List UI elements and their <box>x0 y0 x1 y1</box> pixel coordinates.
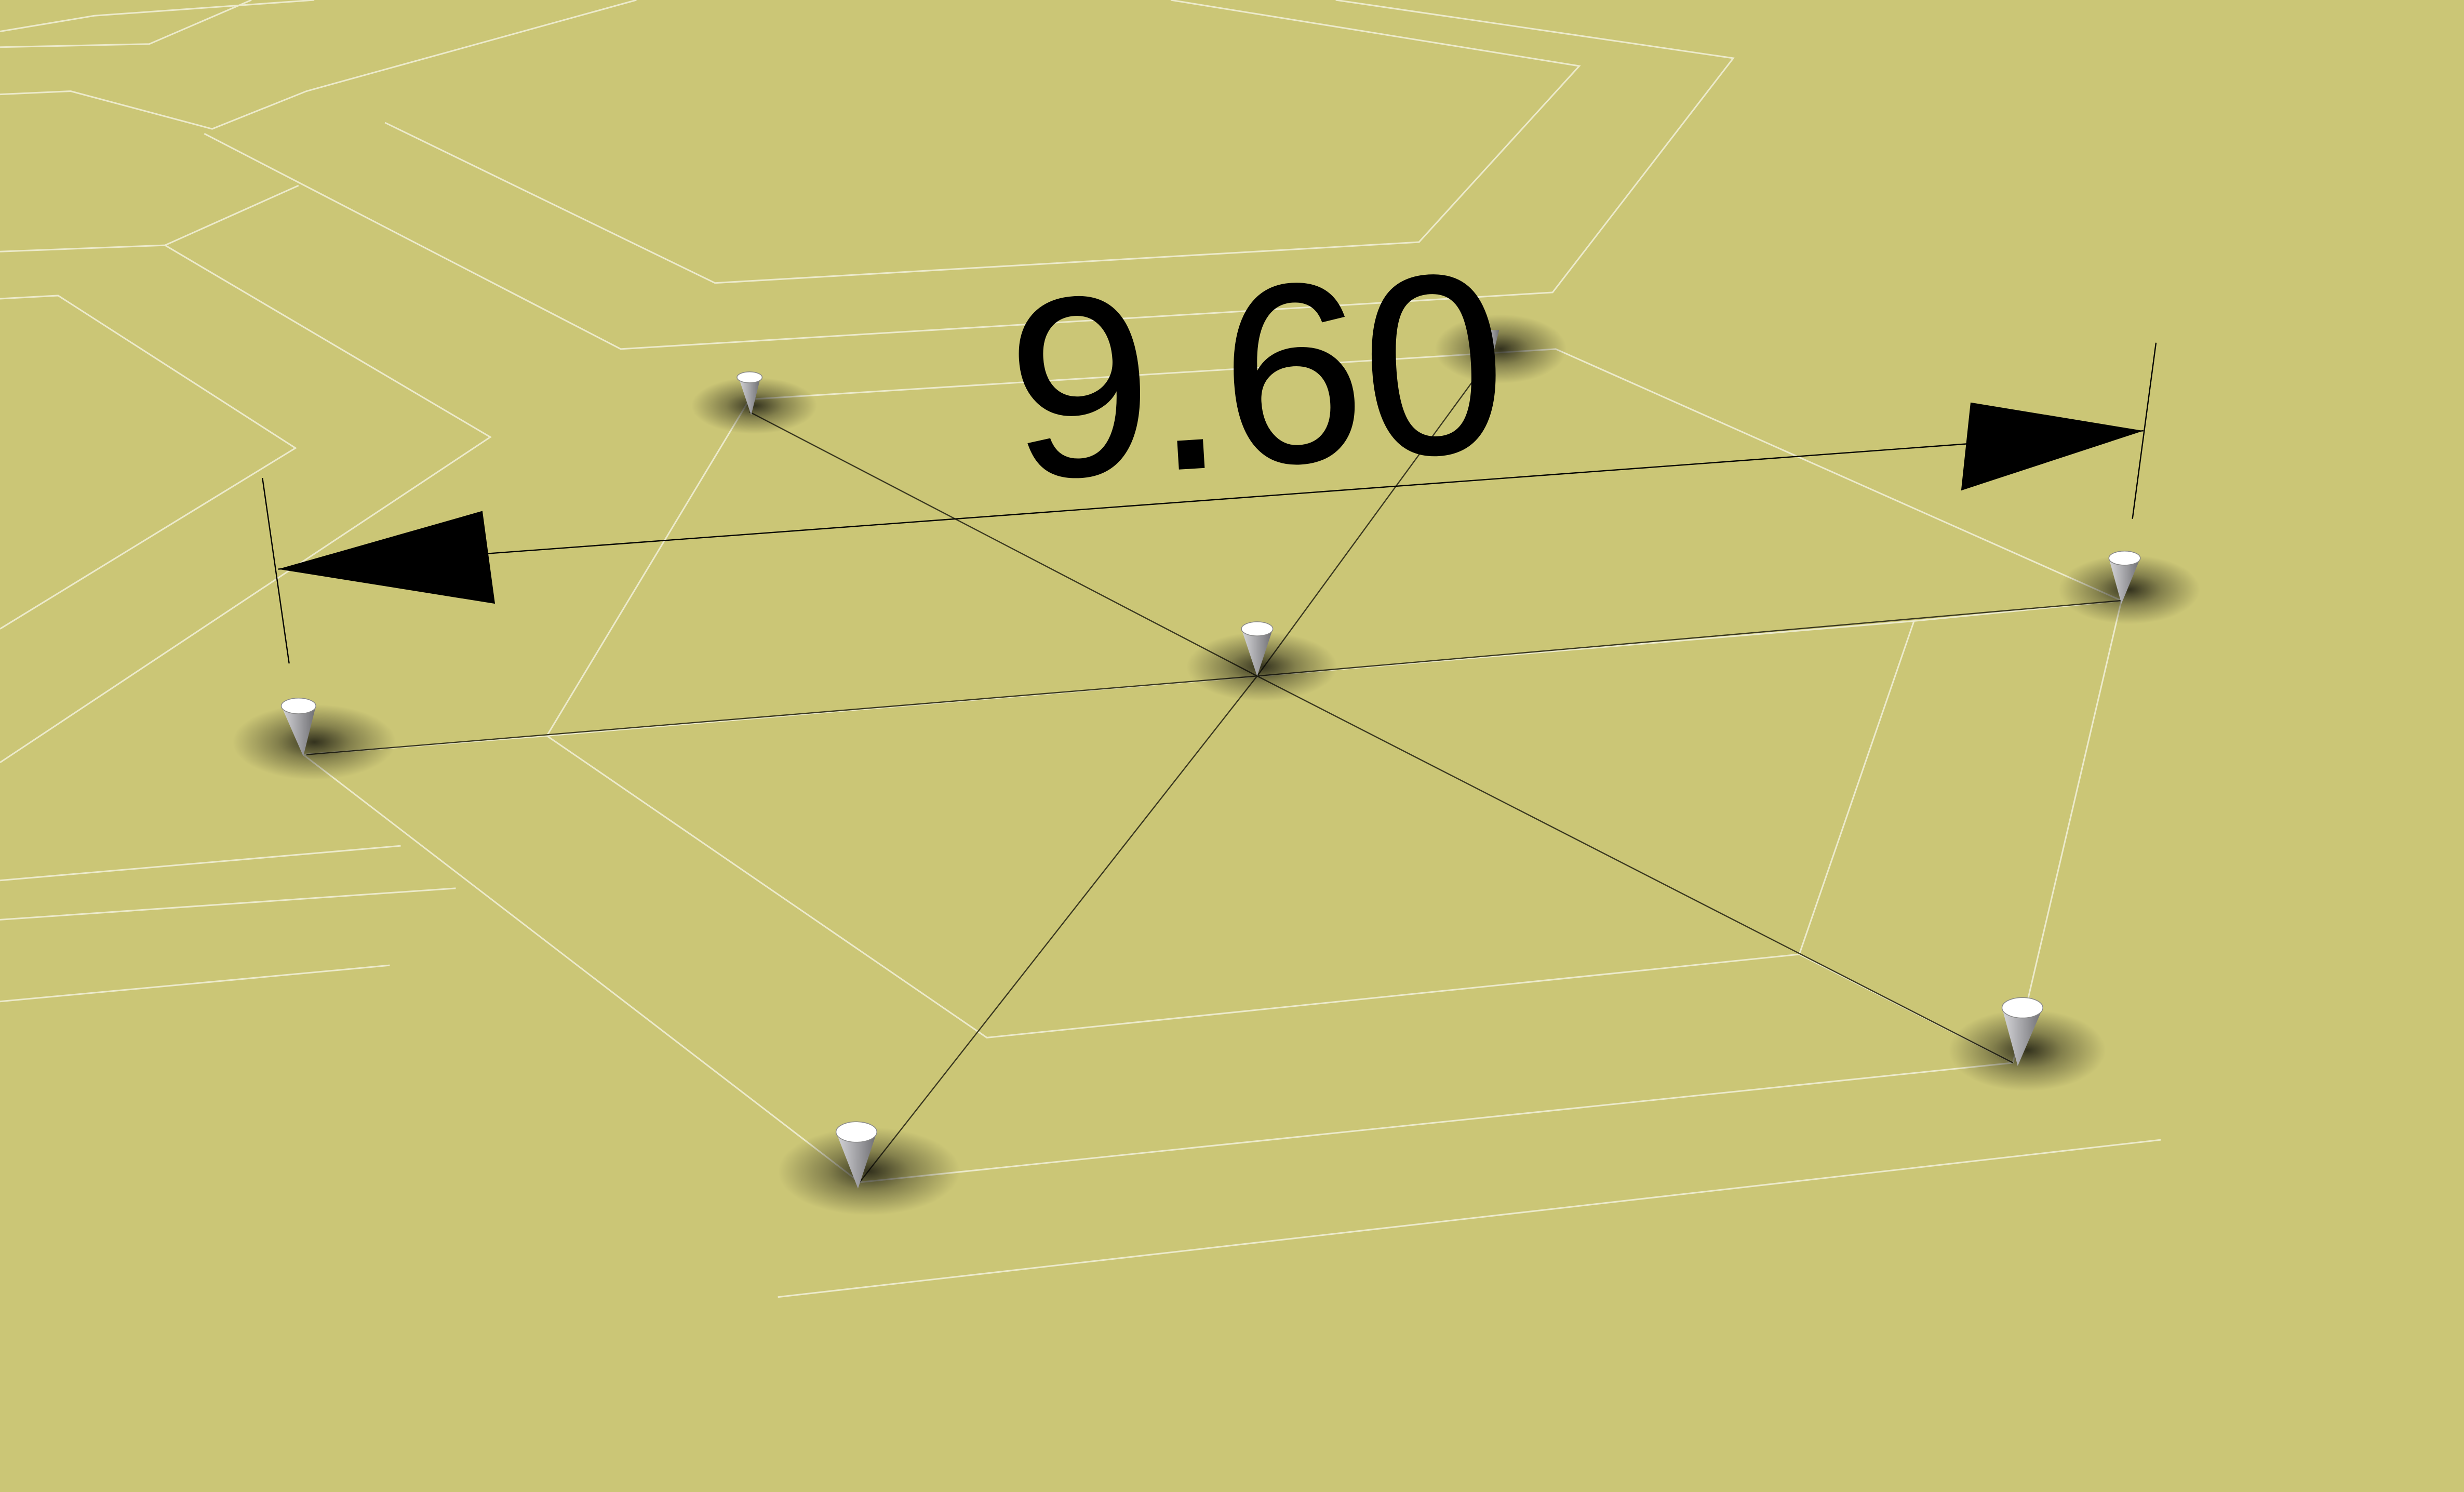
peg-shadows <box>232 314 2200 1216</box>
site-outline-line <box>0 0 252 48</box>
peg-shadow <box>2058 555 2200 624</box>
dimension-arrow-right-icon <box>1961 402 2144 491</box>
cone-peg-icon <box>835 1121 877 1189</box>
peg-markers <box>280 330 2141 1189</box>
construction-line <box>306 675 1257 755</box>
dimension-extension-line-right <box>2132 342 2157 519</box>
dimension-extension-line-left <box>262 477 290 664</box>
cone-peg-icon <box>2001 997 2043 1066</box>
construction-lines <box>306 353 2122 1183</box>
construction-line <box>749 411 1257 677</box>
site-outline-line <box>546 620 1915 1038</box>
cone-peg-icon <box>1483 330 1499 355</box>
dimension-value-label: 9.60 <box>1001 218 1513 532</box>
site-outline-line <box>0 295 297 630</box>
cone-peg-icon <box>1241 621 1274 676</box>
site-outline-line <box>0 184 299 252</box>
site-outline-line <box>778 1139 2161 1298</box>
site-outline-line <box>546 398 751 737</box>
peg-shadow <box>1948 1009 2106 1091</box>
cone-peg-icon <box>736 371 763 415</box>
construction-line <box>859 675 1258 1183</box>
peg-shadow <box>232 704 396 780</box>
construction-line <box>1256 675 2014 1063</box>
site-outline-line <box>0 244 492 764</box>
site-outline-line <box>0 964 390 1003</box>
site-outline-line <box>2012 600 2122 1063</box>
site-outline-line <box>0 845 401 882</box>
dimension-arrow-left-icon <box>278 511 496 604</box>
dimension-line <box>278 430 2144 570</box>
construction-line <box>1257 600 2122 677</box>
cone-peg-icon <box>280 697 316 756</box>
site-outline-line <box>0 0 637 130</box>
peg-shadow <box>1186 632 1337 701</box>
peg-shadow <box>691 377 818 434</box>
site-outline-line <box>384 0 1581 284</box>
peg-shadow <box>778 1127 960 1216</box>
cone-peg-icon <box>2108 550 2141 604</box>
peg-shadow <box>1435 314 1567 384</box>
dimension-annotation: 9.60 <box>262 218 2157 664</box>
site-outline-line <box>204 0 1735 350</box>
construction-line <box>1256 353 1494 677</box>
site-outline-line <box>0 887 456 921</box>
